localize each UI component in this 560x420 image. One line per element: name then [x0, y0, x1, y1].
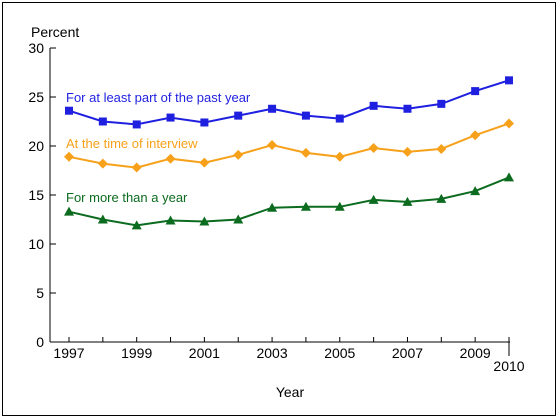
- series-line: [68, 79, 510, 126]
- data-point-triangle: [470, 186, 481, 196]
- data-point-triangle: [368, 194, 379, 204]
- y-axis-title: Percent: [31, 24, 79, 40]
- y-tick-label: 20: [28, 138, 44, 154]
- y-tick-label: 30: [28, 40, 44, 56]
- series-1: For at least part of the past year: [65, 76, 513, 129]
- data-point-diamond: [131, 162, 142, 173]
- data-point-diamond: [165, 153, 176, 164]
- data-point-diamond: [64, 151, 74, 162]
- series-label: For more than a year: [66, 190, 188, 205]
- y-tick-label: 0: [36, 334, 44, 350]
- data-point-square: [301, 111, 310, 120]
- series-label: For at least part of the past year: [66, 90, 251, 105]
- data-point-diamond: [199, 157, 210, 168]
- data-point-square: [234, 111, 243, 120]
- x-tick-label: 2010: [493, 358, 524, 374]
- data-point-square: [335, 114, 344, 123]
- y-tick-label: 5: [36, 285, 44, 301]
- x-axis-title: Year: [276, 384, 305, 400]
- data-point-diamond: [402, 146, 413, 157]
- data-point-triangle: [64, 206, 74, 216]
- y-tick-label: 25: [28, 89, 44, 105]
- series-layer: For at least part of the past year At the…: [64, 76, 514, 230]
- labels-layer: Percent Year: [31, 24, 304, 400]
- data-point-diamond: [233, 149, 244, 160]
- data-point-diamond: [436, 143, 447, 154]
- data-point-triangle: [165, 215, 176, 225]
- data-point-square: [505, 76, 513, 85]
- data-point-triangle: [402, 196, 413, 206]
- data-point-diamond: [97, 158, 108, 169]
- data-point-square: [166, 113, 175, 122]
- data-point-diamond: [334, 151, 345, 162]
- data-point-triangle: [97, 214, 108, 224]
- x-tick-label: 2003: [256, 345, 287, 361]
- x-tick-label: 2001: [189, 345, 220, 361]
- data-point-triangle: [300, 201, 311, 211]
- x-tick-label: 2007: [392, 345, 423, 361]
- series-2: At the time of interview: [64, 118, 514, 173]
- series-3: For more than a year: [64, 172, 514, 230]
- data-point-square: [437, 99, 446, 108]
- data-point-square: [200, 118, 209, 127]
- data-point-diamond: [504, 118, 514, 129]
- x-tick-label: 2009: [460, 345, 491, 361]
- data-point-triangle: [131, 220, 142, 230]
- data-point-diamond: [300, 147, 311, 158]
- data-point-square: [369, 101, 378, 110]
- axes: 0 5 10 15 20 25 30 1997 1999 2001 2003 2005 2007 2009…: [28, 40, 524, 374]
- data-point-square: [471, 87, 480, 96]
- data-point-triangle: [334, 201, 345, 211]
- series-line: [68, 122, 510, 169]
- data-point-square: [403, 104, 412, 113]
- y-tick-label: 10: [28, 236, 44, 252]
- data-point-square: [268, 104, 277, 113]
- chart-frame: [2, 2, 556, 416]
- data-point-triangle: [233, 214, 244, 224]
- data-point-square: [98, 117, 107, 126]
- data-point-diamond: [267, 140, 278, 151]
- data-point-triangle: [267, 202, 278, 212]
- series-line: [68, 176, 510, 227]
- data-point-triangle: [504, 172, 514, 182]
- data-point-square: [65, 106, 73, 115]
- x-tick-label: 2005: [324, 345, 355, 361]
- data-point-diamond: [470, 130, 481, 141]
- y-tick-label: 15: [28, 187, 44, 203]
- x-tick-label: 1997: [53, 345, 84, 361]
- series-label: At the time of interview: [66, 136, 198, 151]
- data-point-square: [132, 120, 141, 129]
- x-tick-label: 1999: [121, 345, 152, 361]
- data-point-triangle: [436, 193, 447, 203]
- data-point-diamond: [368, 142, 379, 153]
- data-point-triangle: [199, 216, 210, 226]
